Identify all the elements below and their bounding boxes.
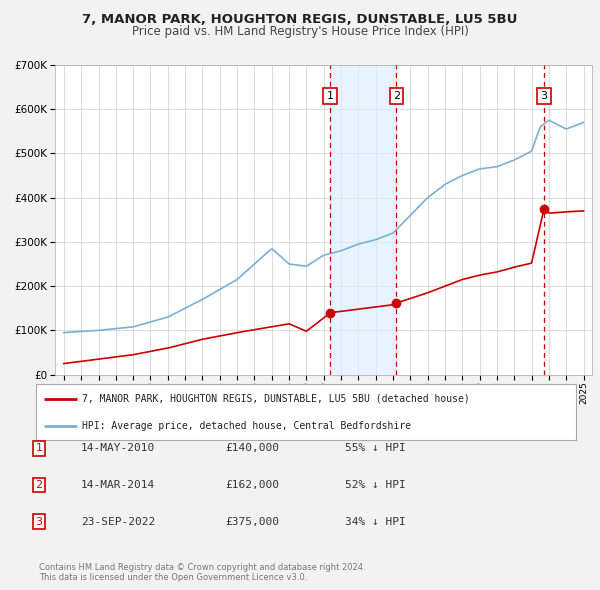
- Text: £375,000: £375,000: [225, 517, 279, 526]
- Text: 23-SEP-2022: 23-SEP-2022: [81, 517, 155, 526]
- Text: 7, MANOR PARK, HOUGHTON REGIS, DUNSTABLE, LU5 5BU (detached house): 7, MANOR PARK, HOUGHTON REGIS, DUNSTABLE…: [82, 394, 470, 404]
- Text: 3: 3: [35, 517, 43, 526]
- Bar: [330, 65, 397, 375]
- Text: £140,000: £140,000: [225, 444, 279, 453]
- Text: 3: 3: [541, 91, 548, 101]
- Text: 1: 1: [35, 444, 43, 453]
- Text: 14-MAR-2014: 14-MAR-2014: [81, 480, 155, 490]
- Text: 52% ↓ HPI: 52% ↓ HPI: [345, 480, 406, 490]
- Text: 55% ↓ HPI: 55% ↓ HPI: [345, 444, 406, 453]
- Text: Contains HM Land Registry data © Crown copyright and database right 2024.
This d: Contains HM Land Registry data © Crown c…: [39, 563, 365, 582]
- Text: HPI: Average price, detached house, Central Bedfordshire: HPI: Average price, detached house, Cent…: [82, 421, 411, 431]
- Text: 7, MANOR PARK, HOUGHTON REGIS, DUNSTABLE, LU5 5BU: 7, MANOR PARK, HOUGHTON REGIS, DUNSTABLE…: [82, 13, 518, 26]
- Text: 2: 2: [35, 480, 43, 490]
- Text: 1: 1: [326, 91, 334, 101]
- Text: £162,000: £162,000: [225, 480, 279, 490]
- Text: 34% ↓ HPI: 34% ↓ HPI: [345, 517, 406, 526]
- Text: 2: 2: [393, 91, 400, 101]
- Text: Price paid vs. HM Land Registry's House Price Index (HPI): Price paid vs. HM Land Registry's House …: [131, 25, 469, 38]
- Text: 14-MAY-2010: 14-MAY-2010: [81, 444, 155, 453]
